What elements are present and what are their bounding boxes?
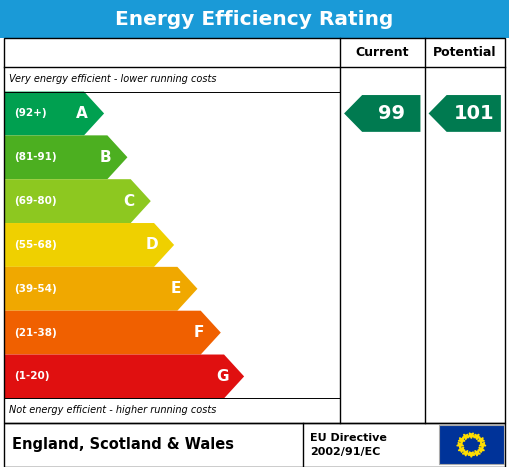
Text: F: F bbox=[193, 325, 204, 340]
Text: E: E bbox=[170, 281, 181, 296]
Polygon shape bbox=[4, 267, 197, 311]
Polygon shape bbox=[468, 452, 475, 457]
Text: EU Directive
2002/91/EC: EU Directive 2002/91/EC bbox=[310, 433, 387, 457]
Text: 99: 99 bbox=[378, 104, 405, 123]
Polygon shape bbox=[4, 354, 244, 398]
Bar bbox=[4, 38, 505, 423]
Polygon shape bbox=[473, 451, 480, 456]
Polygon shape bbox=[4, 179, 151, 223]
Bar bbox=[4, 423, 505, 467]
Polygon shape bbox=[468, 433, 475, 439]
Polygon shape bbox=[462, 434, 469, 439]
Text: (21-38): (21-38) bbox=[14, 328, 57, 338]
Polygon shape bbox=[479, 442, 486, 448]
Text: Not energy efficient - higher running costs: Not energy efficient - higher running co… bbox=[9, 405, 216, 416]
Text: England, Scotland & Wales: England, Scotland & Wales bbox=[12, 437, 234, 453]
Bar bbox=[0, 0, 509, 38]
Bar bbox=[4, 423, 505, 467]
Text: Current: Current bbox=[355, 46, 409, 59]
Text: Very energy efficient - lower running costs: Very energy efficient - lower running co… bbox=[9, 74, 217, 85]
Text: (81-91): (81-91) bbox=[14, 152, 57, 162]
Text: (1-20): (1-20) bbox=[14, 371, 50, 382]
Text: Potential: Potential bbox=[433, 46, 496, 59]
Text: 101: 101 bbox=[454, 104, 494, 123]
Text: (92+): (92+) bbox=[14, 108, 47, 119]
Polygon shape bbox=[477, 447, 485, 453]
Polygon shape bbox=[344, 95, 420, 132]
Text: Energy Efficiency Rating: Energy Efficiency Rating bbox=[116, 10, 393, 28]
Text: C: C bbox=[123, 194, 134, 209]
Text: A: A bbox=[76, 106, 88, 121]
Text: D: D bbox=[146, 237, 158, 253]
Text: G: G bbox=[216, 369, 229, 384]
Polygon shape bbox=[4, 223, 174, 267]
Text: (69-80): (69-80) bbox=[14, 196, 57, 206]
Polygon shape bbox=[457, 442, 464, 448]
Text: (39-54): (39-54) bbox=[14, 284, 57, 294]
Polygon shape bbox=[4, 92, 104, 135]
Polygon shape bbox=[462, 451, 469, 456]
Polygon shape bbox=[4, 135, 127, 179]
Polygon shape bbox=[429, 95, 501, 132]
Bar bbox=[439, 425, 504, 464]
Polygon shape bbox=[473, 434, 480, 439]
Polygon shape bbox=[477, 438, 485, 443]
Polygon shape bbox=[4, 311, 221, 354]
Text: B: B bbox=[100, 150, 111, 165]
Text: (55-68): (55-68) bbox=[14, 240, 57, 250]
Polygon shape bbox=[458, 447, 465, 453]
Polygon shape bbox=[458, 438, 465, 443]
